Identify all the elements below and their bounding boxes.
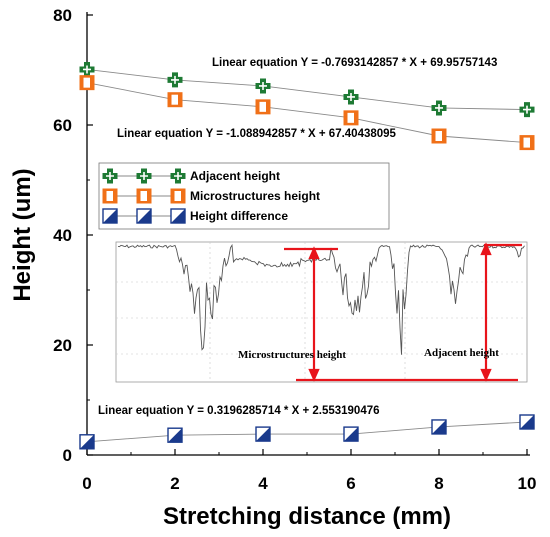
inset-profile-curve bbox=[117, 243, 525, 355]
x-tick-label: 8 bbox=[434, 474, 443, 493]
legend-marker bbox=[102, 188, 118, 204]
data-point bbox=[167, 92, 183, 108]
inset-label-microstructures: Microstructures height bbox=[238, 349, 346, 361]
inset-label-adjacent: Adjacent height bbox=[424, 347, 499, 359]
x-tick-label: 0 bbox=[82, 474, 91, 493]
equation-difference: Linear equation Y = 0.3196285714 * X + 2… bbox=[98, 405, 380, 417]
data-point bbox=[255, 426, 271, 442]
data-point bbox=[431, 128, 447, 144]
equation-adjacent: Linear equation Y = -0.7693142857 * X + … bbox=[212, 57, 497, 69]
y-axis-title: Height (um) bbox=[9, 168, 36, 301]
data-point bbox=[167, 427, 183, 443]
data-point bbox=[79, 61, 95, 77]
y-tick-label: 0 bbox=[63, 446, 72, 465]
data-point bbox=[79, 75, 95, 91]
inset-profile-image: Microstructures height Adjacent height bbox=[115, 241, 528, 383]
legend-marker bbox=[136, 208, 152, 224]
series-line bbox=[86, 69, 528, 111]
series-line bbox=[86, 82, 528, 144]
inset-gridlines bbox=[116, 242, 527, 382]
inset-height-arrows bbox=[284, 242, 522, 382]
x-axis-title: Stretching distance (mm) bbox=[163, 503, 451, 530]
x-tick-label: 2 bbox=[170, 474, 179, 493]
data-point bbox=[519, 102, 535, 118]
legend-marker bbox=[102, 168, 118, 184]
series-line bbox=[86, 421, 528, 443]
y-tick-label: 80 bbox=[53, 6, 72, 25]
y-tick-label: 20 bbox=[53, 336, 72, 355]
legend-marker bbox=[136, 188, 152, 204]
legend-marker bbox=[136, 168, 152, 184]
data-point bbox=[431, 100, 447, 116]
y-tick-labels: 0 20 40 60 80 bbox=[53, 6, 72, 465]
legend-marker bbox=[102, 208, 118, 224]
data-point bbox=[343, 89, 359, 105]
data-point bbox=[519, 135, 535, 151]
x-tick-label: 10 bbox=[518, 474, 537, 493]
legend-marker bbox=[170, 188, 186, 204]
legend-marker bbox=[170, 208, 186, 224]
legend-marker bbox=[170, 168, 186, 184]
series-markers bbox=[79, 61, 535, 450]
legend-label: Height difference bbox=[190, 209, 288, 223]
y-tick-label: 40 bbox=[53, 226, 72, 245]
x-tick-label: 6 bbox=[346, 474, 355, 493]
data-point bbox=[255, 99, 271, 115]
data-point bbox=[79, 434, 95, 450]
legend: Adjacent height Microstructures height Hei… bbox=[98, 162, 390, 230]
data-point bbox=[343, 426, 359, 442]
x-tick-labels: 0 2 4 6 8 10 bbox=[82, 474, 536, 493]
equation-microstructures: Linear equation Y = -1.088942857 * X + 6… bbox=[117, 128, 397, 140]
data-point bbox=[167, 72, 183, 88]
data-point bbox=[343, 110, 359, 126]
x-tick-label: 4 bbox=[258, 474, 268, 493]
data-point bbox=[255, 78, 271, 94]
data-point bbox=[519, 414, 535, 430]
data-point bbox=[431, 419, 447, 435]
y-tick-label: 60 bbox=[53, 116, 72, 135]
axes bbox=[86, 12, 530, 456]
inset-frame bbox=[115, 241, 528, 383]
legend-label: Microstructures height bbox=[190, 189, 320, 203]
series-lines bbox=[86, 69, 528, 443]
legend-label: Adjacent height bbox=[190, 169, 280, 183]
